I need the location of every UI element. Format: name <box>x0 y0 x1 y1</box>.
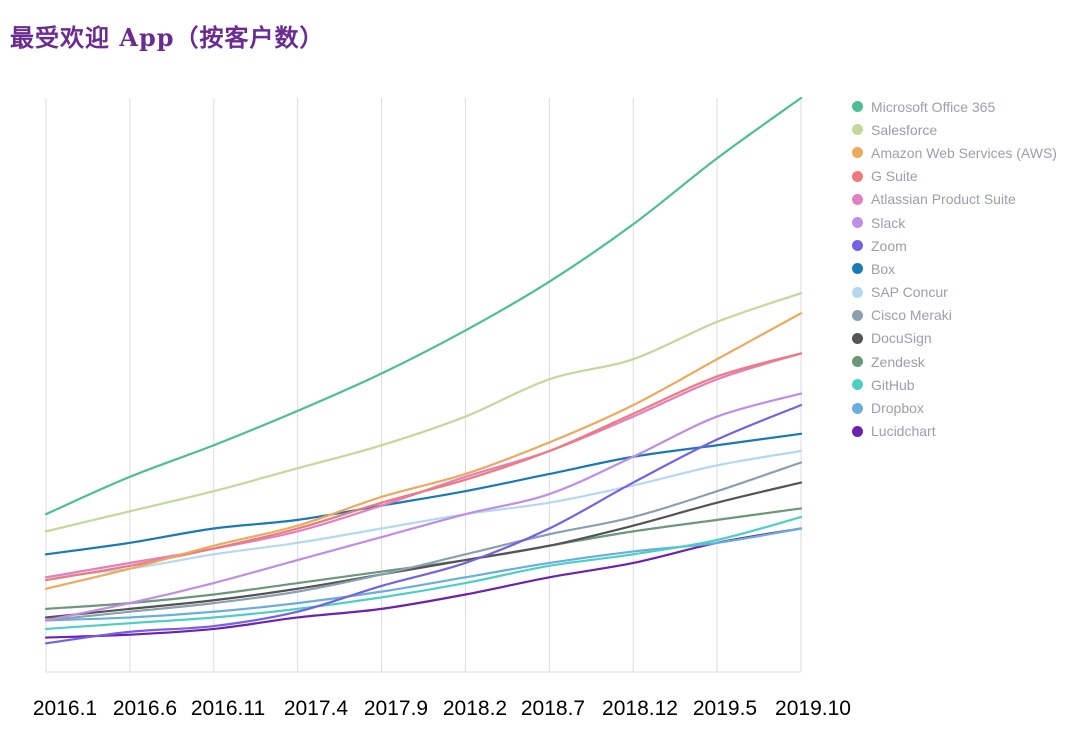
legend-item: DocuSign <box>852 327 1057 350</box>
legend-label: Amazon Web Services (AWS) <box>871 144 1057 161</box>
legend-swatch <box>852 240 863 252</box>
legend-item: GitHub <box>852 373 1057 396</box>
series-line-amazon-web-services-aws <box>44 312 803 590</box>
x-tick-label: 2019.5 <box>692 697 758 720</box>
legend-label: Zendesk <box>871 353 925 370</box>
legend-item: Salesforce <box>852 118 1057 141</box>
x-tick-label: 2017.4 <box>283 697 349 720</box>
legend-swatch <box>852 286 863 298</box>
legend-swatch <box>852 332 863 344</box>
legend-label: Box <box>871 260 896 277</box>
legend-swatch <box>852 402 863 414</box>
series-lines <box>44 96 803 645</box>
legend-label: Atlassian Product Suite <box>871 191 1016 208</box>
legend-label: Lucidchart <box>871 423 936 440</box>
legend-swatch <box>852 147 863 159</box>
legend-swatch <box>852 193 863 205</box>
series-line-cisco-meraki <box>44 461 803 622</box>
legend-label: Zoom <box>871 237 907 254</box>
series-line-zoom <box>44 403 803 645</box>
legend-swatch <box>852 379 863 391</box>
legend-swatch <box>852 170 863 182</box>
x-tick-label: 2018.2 <box>442 697 508 720</box>
series-line-zendesk <box>44 507 803 610</box>
x-tick-label: 2019.10 <box>775 697 851 720</box>
legend-item: Zendesk <box>852 350 1057 373</box>
series-line-docusign <box>44 481 803 619</box>
chart-title: 最受欢迎 App（按客户数） <box>10 23 325 52</box>
legend-item: Atlassian Product Suite <box>852 188 1057 211</box>
x-tick-label: 2016.11 <box>190 697 266 720</box>
series-line-lucidchart <box>44 527 803 639</box>
legend-item: Cisco Meraki <box>852 304 1057 327</box>
gridlines <box>45 98 802 673</box>
legend: Microsoft Office 365 Salesforce Amazon Web… <box>852 95 1057 443</box>
legend-swatch <box>852 356 863 368</box>
legend-item: Box <box>852 257 1057 280</box>
legend-item: Dropbox <box>852 396 1057 419</box>
legend-label: G Suite <box>871 168 918 185</box>
legend-label: Dropbox <box>871 400 924 417</box>
series-line-salesforce <box>44 292 803 533</box>
x-tick-label: 2016.1 <box>32 697 98 720</box>
legend-swatch <box>852 124 863 136</box>
legend-item: Zoom <box>852 234 1057 257</box>
x-axis-labels: 2016.1 2016.6 2016.11 2017.4 2017.9 2018.2 201… <box>0 697 1080 727</box>
legend-label: GitHub <box>871 376 915 393</box>
series-line-sap-concur <box>44 449 803 579</box>
legend-item: Amazon Web Services (AWS) <box>852 141 1057 164</box>
series-line-github <box>44 515 803 631</box>
legend-swatch <box>852 263 863 275</box>
legend-label: Slack <box>871 214 906 231</box>
x-tick-label: 2018.7 <box>520 697 586 720</box>
legend-label: Cisco Meraki <box>871 307 952 324</box>
legend-label: DocuSign <box>871 330 932 347</box>
legend-label: Microsoft Office 365 <box>871 98 996 115</box>
legend-swatch <box>852 425 863 437</box>
legend-label: SAP Concur <box>871 284 948 301</box>
legend-item: Lucidchart <box>852 420 1057 443</box>
legend-swatch <box>852 217 863 229</box>
legend-item: SAP Concur <box>852 281 1057 304</box>
x-tick-label: 2016.6 <box>112 697 178 720</box>
legend-swatch <box>852 309 863 321</box>
legend-label: Salesforce <box>871 121 938 138</box>
legend-item: G Suite <box>852 165 1057 188</box>
series-line-box <box>44 432 803 556</box>
x-tick-label: 2017.9 <box>363 697 429 720</box>
legend-item: Slack <box>852 211 1057 234</box>
x-tick-label: 2018.12 <box>602 697 678 720</box>
series-line-microsoft-office-365 <box>44 96 803 516</box>
series-line-slack <box>44 392 803 622</box>
legend-item: Microsoft Office 365 <box>852 95 1057 118</box>
legend-swatch <box>852 101 863 113</box>
